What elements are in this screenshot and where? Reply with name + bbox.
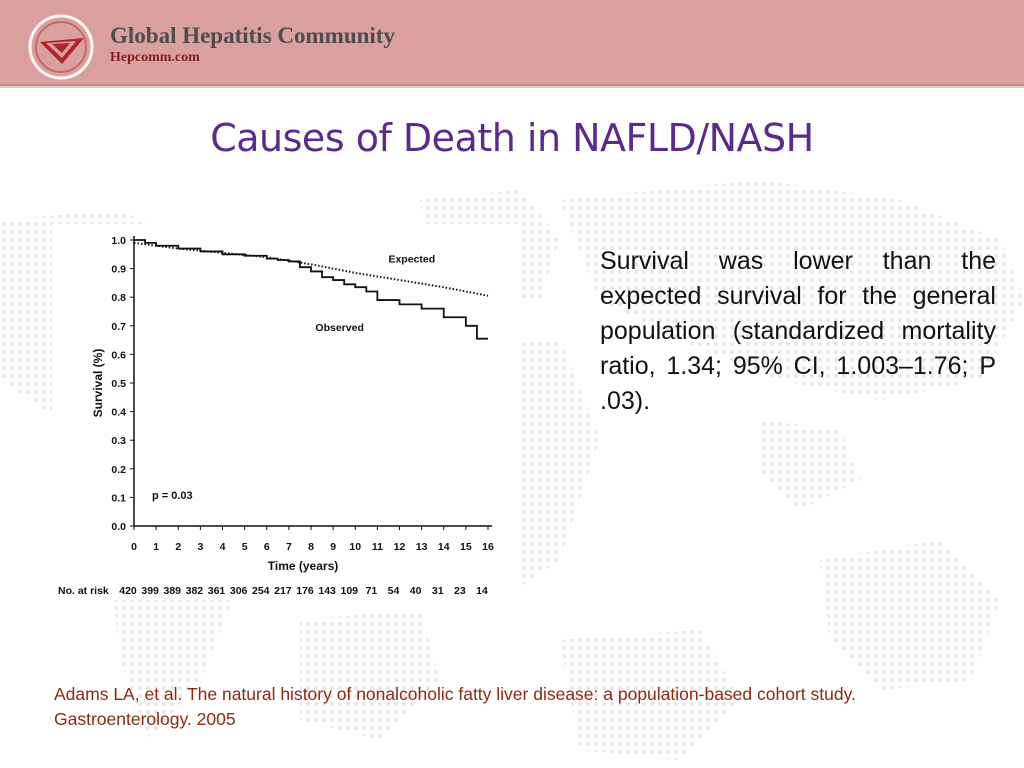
x-axis-label: Time (years): [268, 559, 338, 573]
y-tick-label: 0.7: [111, 321, 126, 333]
x-tick-label: 3: [197, 541, 203, 553]
brand-name: Global Hepatitis Community: [110, 23, 395, 48]
header-divider: [0, 86, 1024, 88]
y-tick-label: 0.2: [111, 464, 126, 476]
slide-title: Causes of Death in NAFLD/NASH: [210, 116, 814, 160]
x-tick-label: 10: [349, 541, 361, 553]
x-tick-label: 16: [482, 541, 494, 553]
x-tick-label: 8: [308, 541, 314, 553]
y-tick-label: 0.1: [111, 492, 126, 504]
at-risk-value: 254: [252, 585, 270, 597]
at-risk-value: 420: [119, 585, 137, 597]
at-risk-value: 54: [388, 585, 400, 597]
at-risk-value: 40: [410, 585, 422, 597]
x-tick-labels: 0 1 2 3 4 5 6 7 8 9 10 11 12 13 14 15 16: [131, 526, 494, 553]
y-tick-label: 0.5: [111, 378, 126, 390]
p-value-annotation: p = 0.03: [152, 490, 193, 502]
y-tick-label: 0.4: [111, 407, 126, 419]
at-risk-value: 399: [141, 585, 159, 597]
x-tick-label: 5: [242, 541, 248, 553]
at-risk-values: 420 399 389 382 361 306 254 217 176 143 109 71 54 40 3…: [119, 585, 488, 597]
at-risk-value: 71: [366, 585, 378, 597]
y-tick-label: 0.0: [111, 521, 126, 533]
x-tick-label: 9: [330, 541, 336, 553]
chart-axes: [133, 236, 492, 527]
x-tick-label: 11: [372, 541, 383, 553]
at-risk-value: 23: [454, 585, 466, 597]
citation: Adams LA, et al. The natural history of …: [54, 684, 856, 729]
expected-series-label: Expected: [388, 254, 435, 266]
at-risk-value: 382: [186, 585, 204, 597]
survival-description: Survival was lower than the expected sur…: [600, 247, 996, 415]
observed-series-line: [134, 239, 488, 340]
survival-chart: Survival (%) 0.0 0.1 0.2 0.3 0.4 0.5 0.6 0.7 0.8…: [52, 224, 522, 600]
at-risk-value: 389: [163, 585, 181, 597]
brand-url: Hepcomm.com: [110, 50, 200, 65]
y-tick-label: 0.3: [111, 435, 126, 447]
y-tick-label: 1.0: [111, 235, 126, 247]
y-axis-title: Survival (%): [91, 349, 105, 418]
x-tick-label: 15: [460, 541, 472, 553]
series-lines: [133, 239, 489, 340]
at-risk-label: No. at risk: [58, 585, 109, 597]
y-tick-label: 0.8: [111, 292, 126, 304]
at-risk-value: 143: [318, 585, 336, 597]
x-tick-label: 14: [438, 541, 450, 553]
observed-series-label: Observed: [315, 322, 363, 334]
at-risk-value: 361: [208, 585, 226, 597]
expected-series-line: [133, 241, 489, 297]
y-tick-label: 0.9: [111, 264, 126, 276]
header-bar: [0, 0, 1024, 86]
x-tick-label: 0: [131, 541, 137, 553]
x-tick-label: 7: [286, 541, 292, 553]
x-tick-label: 13: [416, 541, 428, 553]
y-tick-label: 0.6: [111, 349, 126, 361]
x-tick-label: 4: [220, 541, 226, 553]
at-risk-value: 176: [296, 585, 314, 597]
x-tick-label: 12: [394, 541, 406, 553]
series-labels: Expected Observed: [315, 254, 435, 335]
x-tick-label: 1: [153, 541, 159, 553]
at-risk-value: 217: [274, 585, 292, 597]
y-axis-label: Survival (%): [91, 349, 105, 418]
at-risk-value: 109: [340, 585, 358, 597]
at-risk-value: 31: [432, 585, 444, 597]
x-tick-label: 6: [264, 541, 270, 553]
x-tick-label: 2: [175, 541, 181, 553]
at-risk-value: 14: [476, 585, 488, 597]
at-risk-value: 306: [230, 585, 248, 597]
hepcomm-logo-icon: [28, 14, 94, 80]
y-tick-labels: 0.0 0.1 0.2 0.3 0.4 0.5 0.6 0.7 0.8 0.9 1.0: [111, 235, 134, 533]
